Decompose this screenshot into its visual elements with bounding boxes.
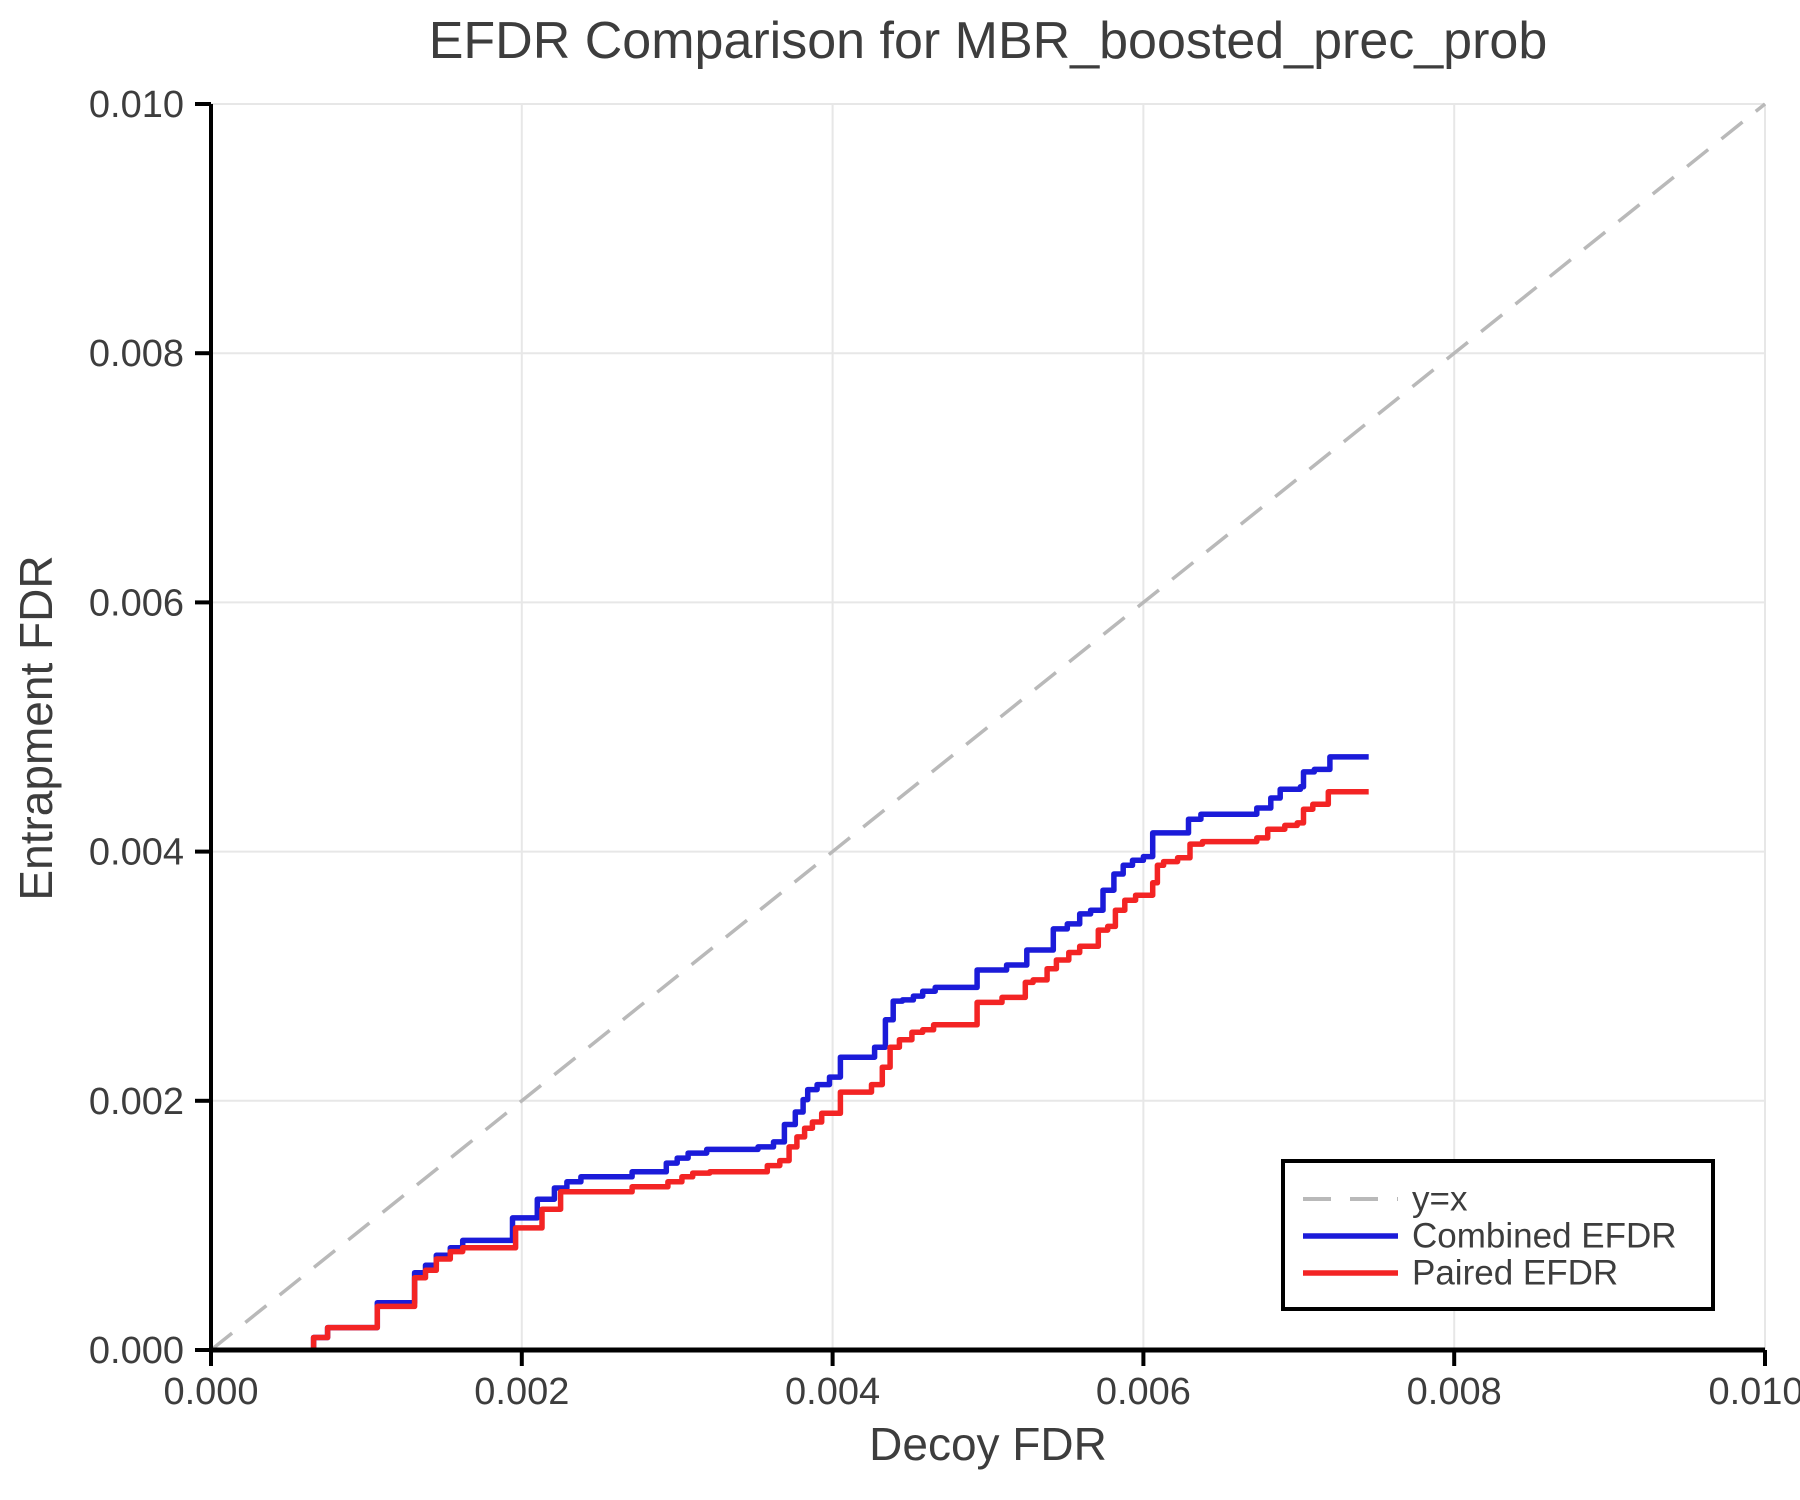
legend-label-paired: Paired EFDR — [1412, 1254, 1618, 1293]
axis-ticks — [195, 102, 1767, 1366]
x-tick-label: 0.004 — [785, 1371, 880, 1413]
paired-efdr-line — [310, 789, 1369, 1350]
y-tick-label: 0.006 — [89, 582, 184, 624]
x-tick-label: 0.006 — [1096, 1371, 1191, 1413]
x-tick-label: 0.002 — [474, 1371, 569, 1413]
axes-spines — [209, 104, 1765, 1353]
legend-label-combined: Combined EFDR — [1412, 1217, 1677, 1256]
combined-efdr-line — [310, 754, 1369, 1350]
x-axis-label: Decoy FDR — [869, 1418, 1107, 1470]
x-tick-labels: 0.000 0.002 0.004 0.006 0.008 0.010 — [163, 1371, 1800, 1413]
legend: y=x Combined EFDR Paired EFDR — [1281, 1159, 1715, 1311]
y-tick-label: 0.002 — [89, 1081, 184, 1123]
chart-title: EFDR Comparison for MBR_boosted_prec_pro… — [429, 12, 1548, 70]
x-tick-label: 0.008 — [1407, 1371, 1502, 1413]
y-tick-label: 0.000 — [89, 1330, 184, 1372]
y-tick-labels: 0.000 0.002 0.004 0.006 0.008 0.010 — [89, 84, 184, 1372]
identity-line — [209, 102, 1767, 1352]
legend-label-identity: y=x — [1412, 1180, 1468, 1219]
y-axis-label: Entrapment FDR — [10, 555, 62, 900]
x-tick-label: 0.010 — [1708, 1371, 1800, 1413]
y-tick-label: 0.010 — [89, 84, 184, 126]
x-tick-label: 0.000 — [163, 1371, 258, 1413]
gridlines — [211, 103, 1766, 1350]
y-tick-label: 0.004 — [89, 832, 184, 874]
y-tick-label: 0.008 — [89, 333, 184, 375]
